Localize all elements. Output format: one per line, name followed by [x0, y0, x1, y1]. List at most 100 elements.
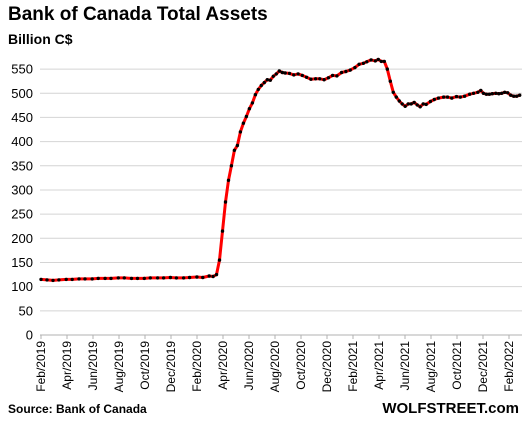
- data-point: [494, 91, 498, 96]
- data-point: [424, 102, 428, 107]
- data-point: [450, 96, 454, 100]
- data-point: [353, 65, 357, 70]
- y-axis-unit-label: Billion C$: [8, 31, 73, 47]
- data-point: [385, 67, 389, 71]
- x-tick-label: Feb/2022: [502, 341, 516, 392]
- data-point: [442, 95, 446, 99]
- data-point: [476, 90, 480, 95]
- data-point: [468, 92, 472, 96]
- data-point: [201, 275, 205, 280]
- x-tick-labels: Feb/2019 Apr/2019 Jun/2019 Aug/2019 Oct/2019…: [34, 335, 516, 392]
- x-tick-label: Jun/2021: [398, 341, 412, 391]
- data-point: [161, 276, 166, 280]
- data-point: [344, 69, 348, 74]
- data-point: [238, 130, 243, 134]
- data-point: [247, 107, 252, 111]
- data-point: [217, 258, 222, 262]
- data-point: [436, 96, 441, 100]
- data-point: [235, 143, 240, 148]
- data-point: [214, 272, 219, 277]
- data-point: [506, 91, 510, 95]
- data-point: [458, 95, 462, 99]
- x-tick-label: Jun/2019: [86, 341, 100, 391]
- data-point: [83, 277, 87, 281]
- y-tick-label: 500: [11, 86, 33, 101]
- data-point: [497, 92, 501, 96]
- data-point: [418, 105, 422, 109]
- data-point: [503, 90, 507, 95]
- data-point: [268, 78, 272, 82]
- data-point: [277, 69, 281, 73]
- data-point: [500, 91, 504, 96]
- y-tick-label: 550: [11, 62, 33, 77]
- data-point: [373, 59, 377, 63]
- data-point: [412, 100, 416, 105]
- data-point: [388, 79, 392, 83]
- data-point: [313, 77, 318, 81]
- x-tick-label: Feb/2019: [34, 341, 48, 392]
- y-tick-label: 100: [11, 279, 33, 294]
- data-point: [256, 87, 260, 92]
- data-point: [223, 200, 228, 204]
- data-point: [70, 277, 74, 282]
- x-tick-label: Dec/2021: [476, 341, 490, 393]
- data-point: [64, 277, 68, 282]
- data-point: [428, 99, 433, 104]
- data-point: [382, 59, 386, 64]
- data-point: [512, 94, 516, 98]
- data-point: [326, 76, 331, 80]
- data-point: [220, 229, 225, 233]
- x-tick-label: Oct/2020: [294, 341, 308, 390]
- data-point: [226, 178, 231, 182]
- data-point: [168, 275, 173, 280]
- x-tick-label: Apr/2019: [60, 341, 74, 390]
- data-point: [232, 148, 237, 152]
- data-point: [309, 77, 313, 81]
- data-point: [90, 277, 94, 281]
- data-point: [518, 93, 522, 97]
- data-point: [318, 77, 322, 81]
- y-tick-label: 250: [11, 207, 33, 222]
- data-point: [484, 92, 489, 96]
- data-point: [280, 70, 284, 75]
- data-point: [400, 102, 404, 106]
- data-point: [406, 102, 410, 106]
- x-tick-label: Aug/2021: [424, 341, 438, 393]
- x-tick-label: Aug/2019: [112, 341, 126, 393]
- data-point: [96, 276, 100, 281]
- data-point: [259, 83, 263, 88]
- data-point: [479, 88, 483, 93]
- data-point: [394, 95, 398, 99]
- data-point: [471, 91, 476, 96]
- data-point: [515, 94, 519, 98]
- data-point: [241, 121, 246, 125]
- data-point: [77, 277, 81, 281]
- data-point: [181, 276, 186, 280]
- x-tick-label: Dec/2019: [164, 341, 178, 393]
- data-point: [335, 74, 339, 78]
- y-tick-label: 50: [19, 303, 33, 318]
- y-tick-label: 450: [11, 110, 33, 125]
- data-point: [45, 278, 49, 282]
- y-tick-label: 300: [11, 182, 33, 197]
- x-tick-label: Jun/2020: [242, 341, 256, 391]
- data-point: [490, 92, 494, 96]
- x-tick-label: Oct/2019: [138, 341, 152, 390]
- x-tick-label: Apr/2021: [372, 341, 386, 390]
- data-point: [421, 102, 425, 106]
- data-point: [274, 72, 278, 76]
- data-point: [376, 57, 380, 62]
- data-point: [296, 72, 300, 76]
- x-tick-label: Feb/2021: [346, 341, 360, 392]
- chart-title: Bank of Canada Total Assets: [8, 4, 268, 25]
- data-point: [454, 94, 459, 99]
- data-point: [250, 101, 255, 105]
- data-point: [365, 60, 369, 64]
- data-point: [300, 73, 304, 78]
- data-point: [369, 58, 373, 62]
- data-point: [397, 99, 401, 103]
- data-point: [361, 61, 366, 65]
- data-point: [462, 94, 467, 98]
- y-tick-label: 150: [11, 255, 33, 270]
